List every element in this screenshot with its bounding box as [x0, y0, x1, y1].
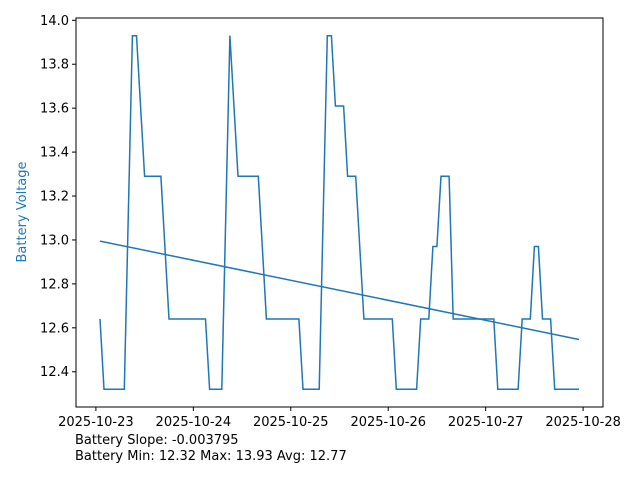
y-tick-label: 14.0	[40, 14, 69, 29]
x-tick-label: 2025-10-27	[448, 415, 524, 430]
plot-background	[76, 18, 603, 407]
voltage-series-line	[99, 34, 579, 391]
y-tick-label: 12.4	[40, 365, 69, 380]
y-tick-label: 13.4	[40, 146, 69, 161]
y-axis-label: Battery Voltage	[15, 161, 30, 262]
x-tick-label: 2025-10-26	[350, 415, 426, 430]
y-tick-label: 13.6	[40, 102, 69, 117]
trend-line	[99, 240, 580, 341]
x-tick-label: 2025-10-24	[156, 415, 232, 430]
axes-frame	[75, 17, 604, 408]
x-tick-label: 2025-10-25	[253, 415, 329, 430]
slope-text: Battery Slope: -0.003795	[75, 433, 239, 448]
y-tick-label: 13.2	[40, 190, 69, 205]
y-tick-label: 12.6	[40, 321, 69, 336]
stats-text: Battery Min: 12.32 Max: 13.93 Avg: 12.77	[75, 449, 347, 464]
y-tick-label: 13.8	[40, 58, 69, 73]
x-tick-label: 2025-10-23	[58, 415, 134, 430]
x-tick-label: 2025-10-28	[545, 415, 621, 430]
y-tick-label: 13.0	[40, 233, 69, 248]
y-tick-label: 12.8	[40, 277, 69, 292]
